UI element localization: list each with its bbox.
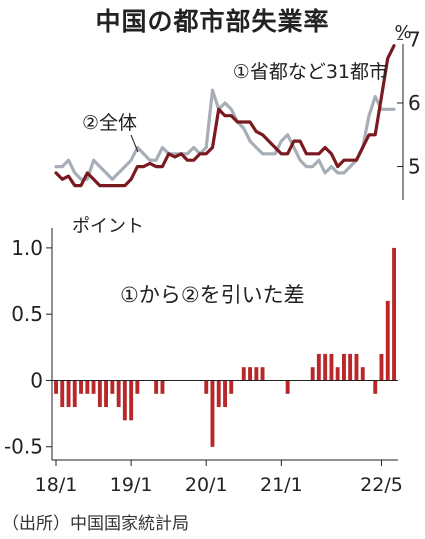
series-2-annotation-leader <box>130 134 139 153</box>
bar <box>360 367 365 381</box>
bar <box>79 380 83 394</box>
bar <box>54 380 58 394</box>
bar <box>129 380 134 421</box>
bar-x-tick-label: 22/5 <box>360 474 403 496</box>
bar <box>135 380 140 394</box>
line-series-group <box>54 44 396 188</box>
bar <box>385 300 390 381</box>
bar <box>104 380 108 407</box>
bar <box>373 380 378 394</box>
bar <box>348 353 353 381</box>
bar <box>379 353 384 381</box>
bar <box>335 367 340 381</box>
bar <box>60 380 65 407</box>
bar <box>342 353 346 381</box>
bar-y-tick-label: 0.5 <box>11 302 43 326</box>
bar <box>316 353 321 381</box>
bar <box>122 380 127 421</box>
line-y-tick-label: 7 <box>408 27 421 51</box>
bar-y-tick-label: -0.5 <box>4 435 43 459</box>
bar-x-axis: 18/1 19/1 20/1 21/1 22/5 <box>35 459 403 496</box>
bar <box>91 380 96 394</box>
bar-y-tick-label: 0 <box>30 368 43 392</box>
bar <box>254 367 259 381</box>
bar-series <box>52 247 398 447</box>
bar <box>329 353 334 381</box>
bar-y-axis-label: ポイント <box>72 216 144 237</box>
line-series-1 <box>54 44 396 188</box>
bar <box>248 367 252 381</box>
bar <box>154 380 159 394</box>
bar <box>223 380 227 407</box>
bar-chart-title: ①から②を引いた差 <box>120 283 305 307</box>
line-y-axis: 5 6 7 <box>397 27 421 200</box>
bar <box>204 380 209 394</box>
bar <box>354 353 359 381</box>
bar <box>241 367 246 381</box>
bar-x-tick-label: 19/1 <box>110 474 153 496</box>
bar <box>216 380 221 407</box>
line-series-2 <box>54 88 396 181</box>
bar <box>72 380 77 407</box>
bar <box>85 380 90 394</box>
bar <box>66 380 71 407</box>
bar-x-tick-label: 21/1 <box>260 474 303 496</box>
line-unit-label: % <box>394 22 411 43</box>
bar-y-axis: 1.0 0.5 0 -0.5 <box>4 228 53 460</box>
bar-x-tick-label: 20/1 <box>185 474 228 496</box>
series-1-annotation: ①省都など31都市 <box>233 61 388 83</box>
bar <box>229 380 234 394</box>
bar <box>310 367 315 381</box>
bar <box>260 367 265 381</box>
bar <box>160 380 165 394</box>
line-y-tick-label: 5 <box>408 155 421 179</box>
bar-x-tick-label: 18/1 <box>35 474 78 496</box>
source-note: （出所）中国国家統計局 <box>2 514 189 534</box>
line-panel: % 5 6 7 ①省都など31都市 ②全体 <box>54 22 421 200</box>
bar <box>97 380 102 407</box>
bar <box>392 247 396 381</box>
series-2-annotation: ②全体 <box>82 112 137 134</box>
page-title: 中国の都市部失業率 <box>95 7 330 36</box>
bar <box>116 380 121 407</box>
bar <box>285 380 290 394</box>
bar <box>210 380 215 447</box>
bar-y-tick-label: 1.0 <box>11 236 43 260</box>
bar <box>323 353 328 381</box>
line-y-tick-label: 6 <box>408 91 421 115</box>
bar <box>110 380 115 394</box>
bar-panel: ポイント ①から②を引いた差 1.0 0.5 0 -0.5 18/1 19/1 20/1 2… <box>4 216 403 496</box>
